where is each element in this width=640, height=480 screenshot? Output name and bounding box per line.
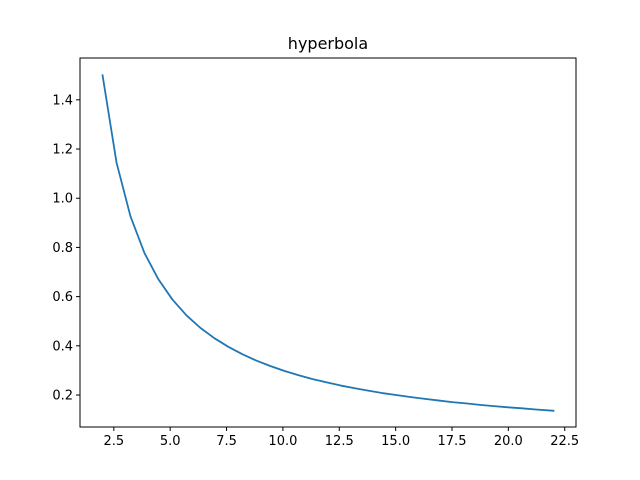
- y-tick-label: 1.0: [52, 192, 73, 207]
- plot-frame: [79, 57, 577, 428]
- y-tick-label: 0.6: [52, 290, 73, 305]
- x-tick-label: 17.5: [438, 434, 467, 449]
- x-tick-label: 15.0: [381, 434, 410, 449]
- x-tick-label: 7.5: [216, 434, 237, 449]
- y-tick-label: 0.4: [52, 339, 73, 354]
- series-layer: [101, 74, 555, 412]
- x-tick-label: 2.5: [103, 434, 124, 449]
- x-tick-label: 22.5: [550, 434, 579, 449]
- x-tick-label: 20.0: [494, 434, 523, 449]
- x-tick-label: 10.0: [268, 434, 297, 449]
- chart-title: hyperbola: [288, 34, 368, 53]
- x-tick-label: 5.0: [160, 434, 181, 449]
- series-line: [101, 74, 555, 412]
- y-tick-label: 1.4: [52, 93, 73, 108]
- x-axis: 2.5 5.0 7.5 10.0 12.5 15.0 17.5 20.0 22.5: [103, 427, 579, 449]
- y-tick-label: 0.8: [52, 241, 73, 256]
- y-tick-label: 0.2: [52, 389, 73, 404]
- x-tick-label: 12.5: [325, 434, 354, 449]
- y-axis: 0.2 0.4 0.6 0.8 1.0 1.2 1.4: [52, 93, 80, 404]
- y-tick-label: 1.2: [52, 143, 73, 158]
